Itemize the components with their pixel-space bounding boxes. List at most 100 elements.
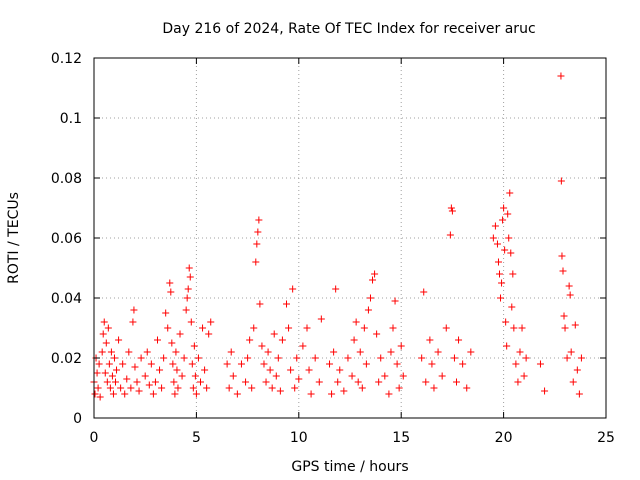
- y-tick-label: 0.12: [51, 51, 82, 67]
- data-point: [104, 324, 112, 332]
- data-point: [188, 360, 196, 368]
- data-point: [426, 336, 434, 344]
- data-point: [395, 384, 403, 392]
- data-point: [447, 204, 455, 212]
- data-point: [387, 348, 395, 356]
- data-point: [446, 231, 454, 239]
- data-point: [166, 279, 174, 287]
- y-tick-label: 0.02: [51, 351, 82, 367]
- x-tick-label: 5: [192, 430, 201, 446]
- x-tick-label: 10: [290, 430, 308, 446]
- data-point: [514, 378, 522, 386]
- data-point: [192, 390, 200, 398]
- data-point: [106, 384, 114, 392]
- data-point: [558, 252, 566, 260]
- data-point: [107, 348, 115, 356]
- data-point: [223, 360, 231, 368]
- data-point: [194, 354, 202, 362]
- data-point: [344, 354, 352, 362]
- data-point: [459, 360, 467, 368]
- data-point: [147, 360, 155, 368]
- data-point: [448, 207, 456, 215]
- data-point: [381, 372, 389, 380]
- data-point: [182, 306, 190, 314]
- data-point: [399, 372, 407, 380]
- data-point: [242, 378, 250, 386]
- data-point: [253, 240, 261, 248]
- y-tick-label: 0.04: [51, 291, 82, 307]
- data-point: [156, 366, 164, 374]
- data-point: [137, 354, 145, 362]
- data-point: [377, 354, 385, 362]
- y-axis-title: ROTI / TECUs: [6, 192, 22, 284]
- data-point: [497, 294, 505, 302]
- data-point: [201, 366, 209, 374]
- data-point: [186, 273, 194, 281]
- data-point: [260, 360, 268, 368]
- data-point: [332, 285, 340, 293]
- data-point: [95, 360, 103, 368]
- data-point: [506, 189, 514, 197]
- data-point: [270, 330, 278, 338]
- data-point: [340, 387, 348, 395]
- data-point: [205, 330, 213, 338]
- data-point: [264, 348, 272, 356]
- data-point: [575, 390, 583, 398]
- data-point: [164, 324, 172, 332]
- data-point: [389, 324, 397, 332]
- data-point: [565, 282, 573, 290]
- data-point: [173, 366, 181, 374]
- y-tick-label: 0.06: [51, 231, 82, 247]
- data-point: [305, 366, 313, 374]
- data-point: [541, 387, 549, 395]
- data-point: [196, 378, 204, 386]
- data-point: [496, 270, 504, 278]
- y-tick-label: 0.08: [51, 171, 82, 187]
- x-tick-label: 15: [392, 430, 410, 446]
- data-point: [225, 384, 233, 392]
- data-point: [489, 234, 497, 242]
- data-point: [99, 330, 107, 338]
- data-point: [93, 369, 101, 377]
- data-point: [352, 318, 360, 326]
- data-point: [172, 348, 180, 356]
- data-point: [184, 285, 192, 293]
- data-point: [149, 390, 157, 398]
- data-point: [317, 315, 325, 323]
- data-point: [356, 348, 364, 356]
- data-points-layer: [90, 72, 585, 401]
- data-point: [168, 339, 176, 347]
- ticks-layer: 0 5 10 15 20 25 0 0.02 0.04 0.06 0.08 0.1 0.12: [51, 51, 615, 446]
- data-point: [130, 306, 138, 314]
- data-point: [362, 360, 370, 368]
- data-point: [174, 384, 182, 392]
- data-point: [434, 348, 442, 356]
- data-point: [536, 360, 544, 368]
- data-point: [105, 360, 113, 368]
- data-point: [167, 288, 175, 296]
- data-point: [504, 210, 512, 218]
- data-point: [227, 348, 235, 356]
- data-point: [115, 336, 123, 344]
- data-point: [248, 384, 256, 392]
- data-point: [129, 318, 137, 326]
- data-point: [158, 384, 166, 392]
- data-point: [418, 354, 426, 362]
- data-point: [559, 267, 567, 275]
- data-point: [455, 336, 463, 344]
- data-point: [153, 336, 161, 344]
- data-point: [110, 354, 118, 362]
- x-axis-title: GPS time / hours: [291, 459, 408, 475]
- y-tick-label: 0: [73, 411, 82, 427]
- data-point: [96, 393, 104, 401]
- data-point: [397, 342, 405, 350]
- data-point: [187, 318, 195, 326]
- data-point: [522, 354, 530, 362]
- y-tick-label: 0.1: [60, 111, 82, 127]
- data-point: [557, 72, 565, 80]
- data-point: [131, 363, 139, 371]
- data-point: [516, 348, 524, 356]
- data-point: [371, 270, 379, 278]
- data-point: [189, 384, 197, 392]
- data-point: [176, 330, 184, 338]
